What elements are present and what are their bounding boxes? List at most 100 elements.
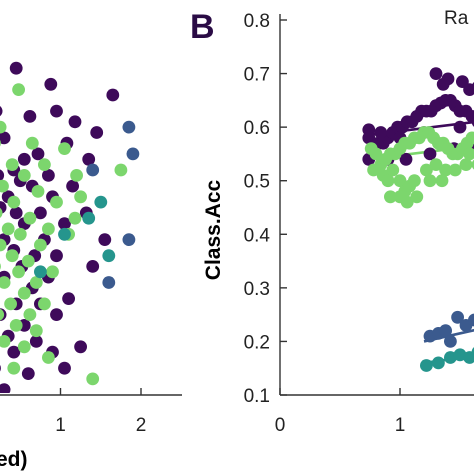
panel-b-y-tick-label: 0.1 [244, 386, 270, 407]
panel-a-x-tick-label: 2 [136, 415, 147, 436]
panel-b-point-green [408, 174, 421, 188]
panel-a-point-purple [82, 152, 96, 166]
panel-a-point-green [12, 83, 25, 96]
panel-a-x-tick-label: 1 [55, 415, 66, 436]
panel-a-point-green [114, 163, 128, 177]
panel-b-axes: 0 1 0.1 0.2 0.3 0.4 0.5 0.6 0.7 0.8 [244, 11, 474, 436]
panel-a-point-purple [44, 77, 58, 91]
panel-a-point-purple [98, 233, 112, 247]
panel-a-point-purple [90, 126, 104, 139]
panel-a-point-green [0, 276, 11, 289]
panel-b-point-green [429, 158, 443, 172]
panel-a-point-purple [31, 147, 45, 161]
panel-a-point-green [7, 195, 21, 209]
panel-a-point-green [29, 324, 43, 338]
panel-a-point-green [42, 351, 55, 364]
panel-b-point-green [367, 163, 380, 177]
panel-b-point-teal [432, 356, 445, 370]
panel-b-point-green [435, 174, 449, 188]
panel-a-point-green [17, 286, 31, 300]
panel-a-points [0, 61, 140, 393]
panel-b-y-tick-label: 0.3 [244, 279, 270, 300]
panel-a-point-purple [58, 217, 71, 231]
panel-b-y-tick-label: 0.8 [244, 11, 270, 32]
panel-a-point-green [86, 372, 100, 386]
panel-a-point-purple [66, 179, 79, 193]
panel-letter-b: B [190, 8, 215, 46]
panel-b-point-blue [439, 324, 452, 338]
panel-a-point-green [46, 265, 59, 279]
panel-a-point-blue [86, 163, 100, 177]
panel-a-point-green [7, 361, 21, 375]
panel-b-point-green [423, 174, 437, 188]
panel-a-point-green [9, 319, 23, 332]
panel-b-point-purple [471, 82, 474, 92]
panel-a-point-purple [9, 61, 23, 75]
panel-b-point-green [471, 159, 474, 170]
panel-a-point-teal [58, 227, 71, 241]
panel-b-point-purple [423, 147, 437, 161]
panel-a-point-purple [0, 169, 5, 182]
panel-b-point-green [400, 195, 414, 209]
panel-a-point-green [25, 136, 39, 150]
panel-b-point-green [384, 190, 397, 204]
panel-b-points [362, 67, 474, 372]
panel-b-point-green [463, 147, 474, 161]
panel-b-point-green [420, 163, 433, 177]
panel-b-y-axis-title: Class.Acc [202, 179, 225, 280]
panel-a-point-purple [106, 88, 120, 102]
panel-a-point-green [12, 265, 25, 279]
panel-b-point-purple [374, 126, 388, 139]
panel-a-point-teal [34, 265, 47, 279]
panel-a-point-green [4, 297, 17, 311]
panel-a-point-green [58, 142, 71, 156]
panel-a-point-purple [0, 131, 11, 145]
panel-b-point-purple [471, 116, 474, 127]
panel-a-point-purple [50, 104, 63, 118]
panel-a-point-purple [17, 152, 31, 166]
panel-a-point-purple [9, 206, 23, 220]
panel-a-point-purple [23, 110, 37, 123]
panel-b-point-green [439, 163, 452, 177]
panel-a-point-green [29, 276, 43, 289]
panel-a-point-purple [50, 249, 63, 263]
panel-b-point-purple [463, 83, 474, 96]
panel-a-point-green [31, 185, 45, 198]
panel-a-point-purple [58, 361, 71, 375]
panel-a-point-green [42, 222, 55, 236]
panel-a-point-green [17, 340, 31, 354]
panel-b-point-green [459, 158, 473, 172]
panel-b-y-tick-label: 0.4 [244, 225, 271, 246]
panel-a-point-purple [0, 364, 1, 372]
panel-a-point-purple [74, 340, 87, 354]
panel-b-y-tick-label: 0.7 [244, 65, 270, 86]
panel-a-point-blue [122, 120, 136, 134]
panel-a-point-purple [50, 308, 63, 321]
panel-b: 0 1 0.1 0.2 0.3 0.4 0.5 0.6 0.7 0.8 B Ra Class.Ac… [190, 8, 474, 436]
panel-a-point-purple [29, 335, 43, 348]
panel-b-point-green [448, 163, 462, 177]
panel-a-point-green [34, 238, 47, 252]
panel-a-point-green [1, 222, 15, 236]
panel-b-point-blue [468, 313, 474, 327]
panel-b-x-tick-label: 0 [275, 415, 286, 436]
panel-a-point-blue [122, 233, 136, 247]
panel-a-point-green [50, 195, 63, 209]
panel-a-point-purple [0, 383, 11, 393]
panel-a-point-teal [94, 195, 108, 209]
panel-a-point-green [74, 190, 87, 204]
panel-a-point-green [38, 297, 51, 311]
panel-a-point-green [0, 238, 7, 252]
panel-b-point-green [470, 132, 474, 144]
panel-a-point-green [0, 139, 1, 147]
panel-b-point-purple [453, 120, 467, 134]
panel-a-point-green [5, 158, 19, 172]
panel-a-point-green [68, 211, 82, 225]
panel-a-point-purple [68, 115, 82, 129]
panel-b-point-purple [399, 152, 413, 166]
panel-a-point-green [0, 335, 11, 348]
panel-b-point-teal [420, 359, 433, 372]
panel-b-point-green [369, 147, 383, 161]
